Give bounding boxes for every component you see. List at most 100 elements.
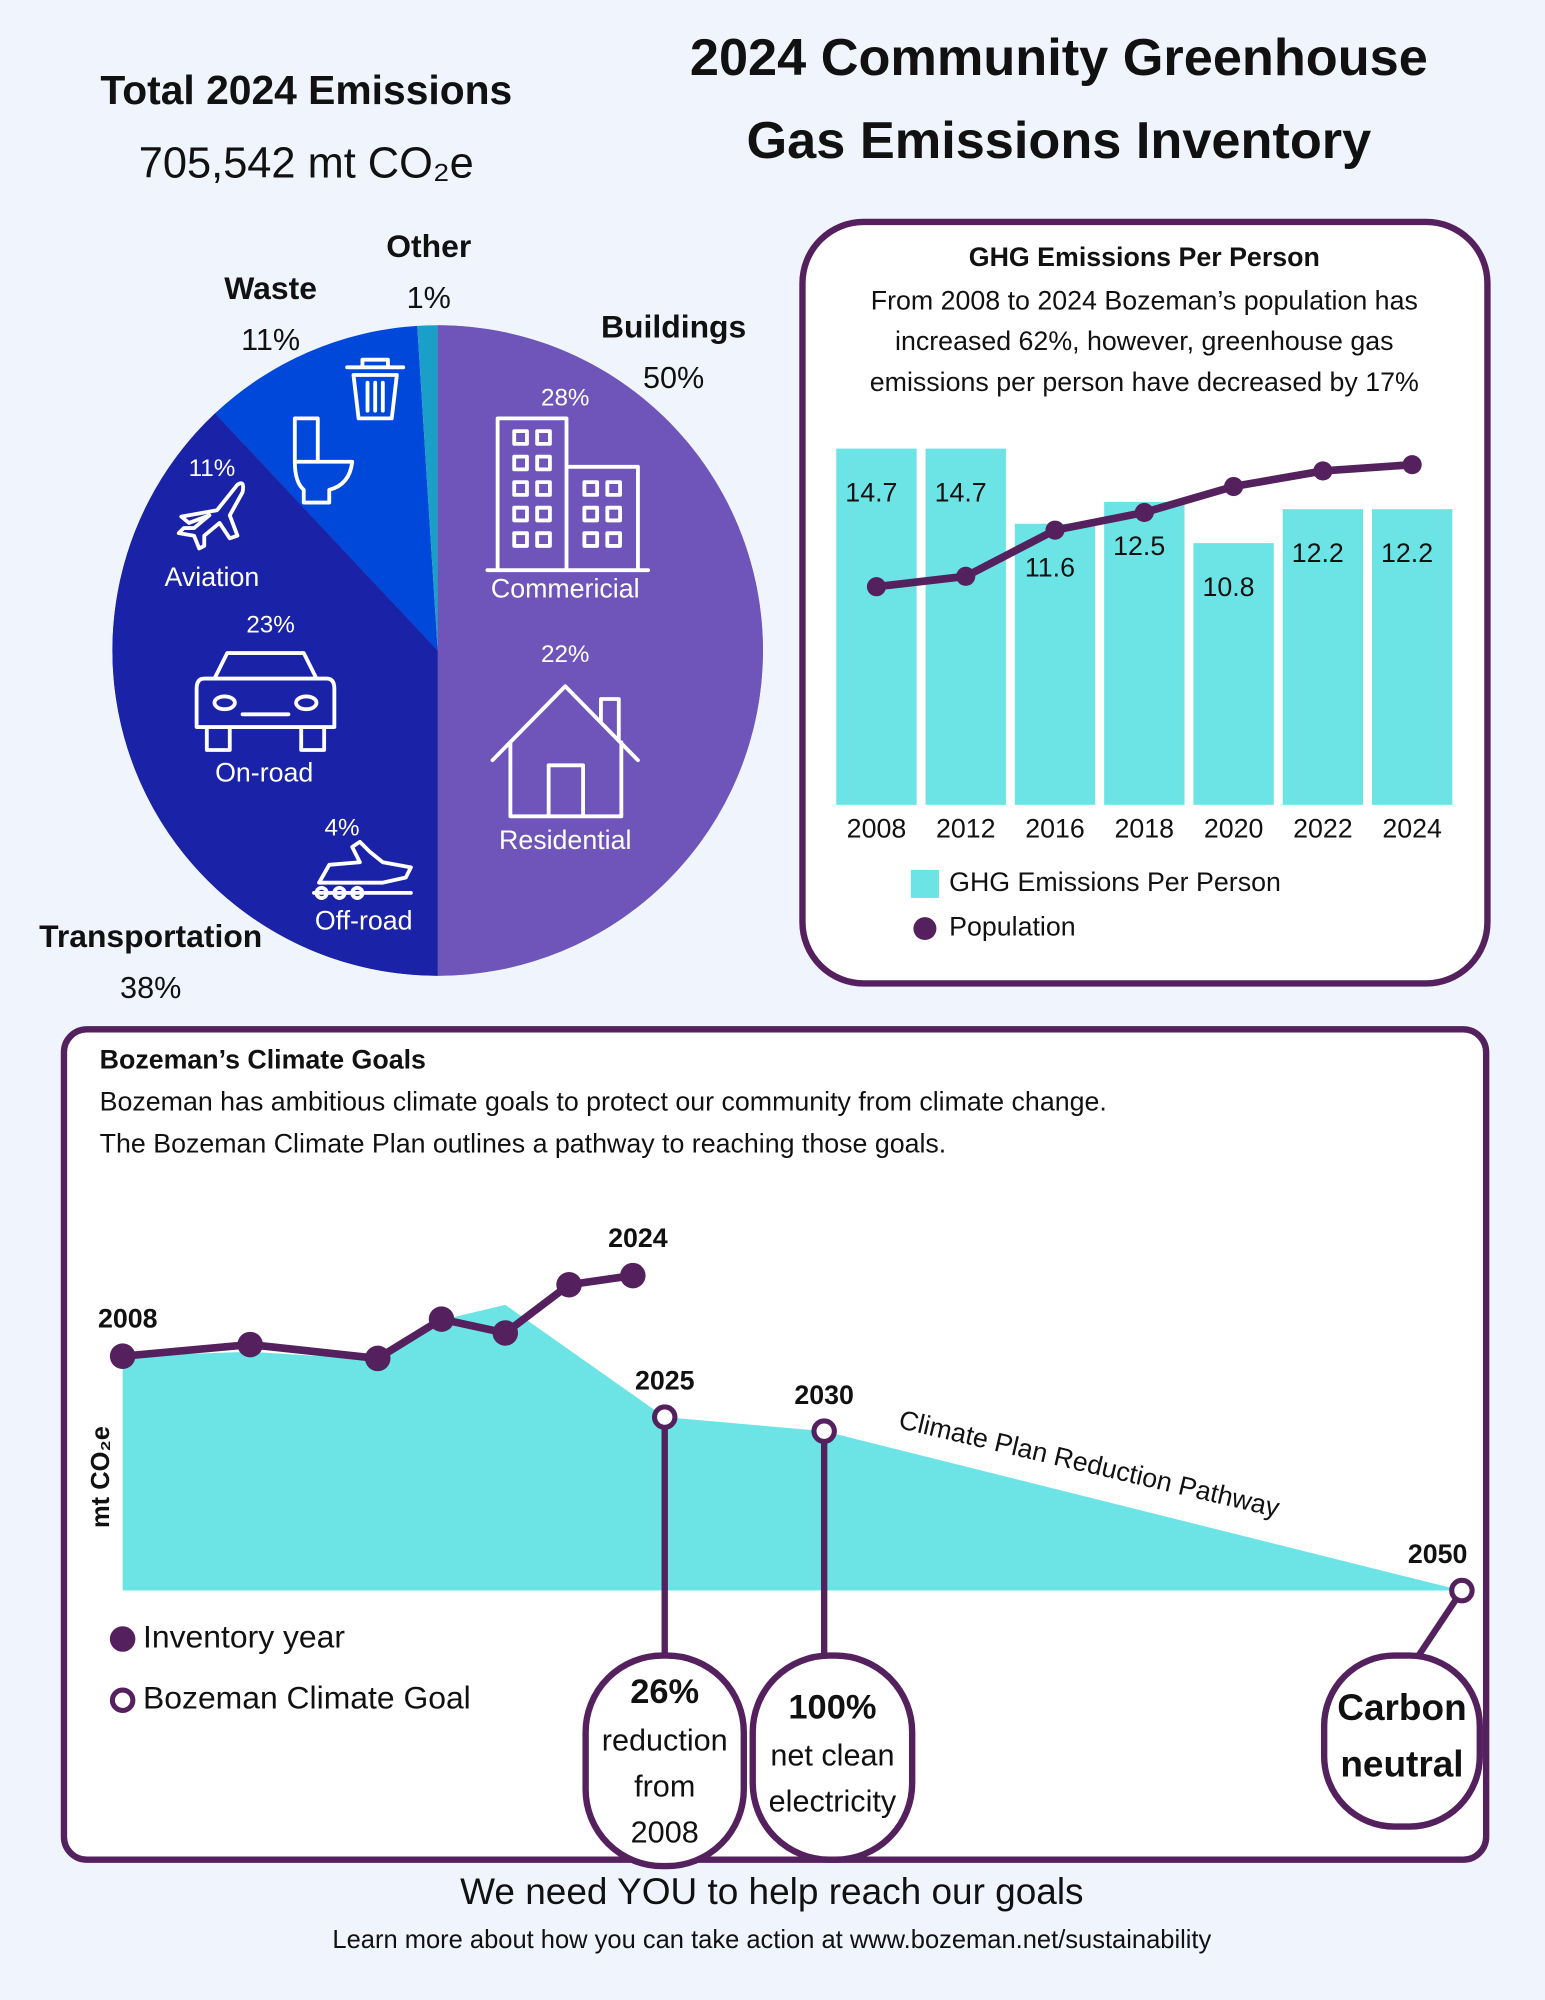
chart-subtitle: increased 62%, however, greenhouse gas <box>895 326 1393 356</box>
bar <box>836 448 917 805</box>
inventory-point <box>620 1262 646 1289</box>
population-point <box>1134 502 1154 523</box>
y-axis-label: mt CO₂e <box>87 1426 115 1528</box>
title: 2024 Community Greenhouse <box>690 29 1428 87</box>
pie-value-label: 50% <box>643 361 704 395</box>
bar-value-label: 12.5 <box>1113 531 1165 561</box>
pie-sub-label: Aviation <box>165 562 260 592</box>
bar <box>1014 523 1096 805</box>
inventory-point <box>109 1343 136 1369</box>
icon-toilet <box>292 416 355 505</box>
callout-bubble <box>1320 1652 1483 1830</box>
pie-label: Buildings <box>601 309 746 345</box>
population-point <box>1313 461 1333 481</box>
population-point <box>1402 455 1422 475</box>
inventory-point <box>556 1272 582 1298</box>
pie-subslice <box>114 413 438 651</box>
pie-value-label: 1% <box>407 281 451 315</box>
goal-point <box>651 1404 678 1430</box>
population-point <box>956 566 976 586</box>
year-label: 2050 <box>1408 1539 1468 1569</box>
chart-subtitle: emissions per person have decreased by 1… <box>870 367 1419 397</box>
goals-title: Bozeman’s Climate Goals <box>100 1044 426 1074</box>
callout-text: net clean <box>770 1739 894 1773</box>
year-label: 2024 <box>608 1223 668 1253</box>
title: Gas Emissions Inventory <box>747 112 1372 170</box>
icon-commercial <box>485 416 651 573</box>
callout-text: 100% <box>788 1688 876 1726</box>
callout-connector <box>1415 1588 1465 1658</box>
bar <box>1371 509 1453 805</box>
bar-value-label: 12.2 <box>1381 538 1433 568</box>
pie-subslice <box>112 609 438 966</box>
footer-headline: We need YOU to help reach our goals <box>460 1871 1083 1912</box>
x-tick-label: 2012 <box>936 813 996 843</box>
population-point <box>1224 476 1244 497</box>
pathway-area <box>122 1304 1462 1591</box>
x-tick-label: 2008 <box>847 813 907 843</box>
bar <box>1104 501 1185 805</box>
pie-sub-label: Residential <box>499 825 631 855</box>
total-value: 705,542 mt CO₂e <box>139 139 474 187</box>
callout-bubble <box>749 1652 916 1863</box>
callout-text: from <box>634 1769 695 1803</box>
pie-sub-value-label: 28% <box>541 385 589 412</box>
pie-label: Other <box>386 228 471 264</box>
callout-text: neutral <box>1340 1743 1463 1784</box>
callout-text: Carbon <box>1337 1687 1466 1728</box>
bar-value-label: 14.7 <box>935 478 987 508</box>
inventory-point <box>237 1331 263 1358</box>
pie-value-label: 38% <box>120 971 181 1005</box>
bar-value-label: 10.8 <box>1202 572 1254 602</box>
legend-label: Inventory year <box>143 1618 345 1654</box>
pie-subslice <box>437 325 763 712</box>
x-tick-label: 2022 <box>1293 813 1353 843</box>
callout-bubble <box>582 1652 747 1870</box>
callout-text: electricity <box>769 1785 897 1819</box>
population-point <box>1045 520 1065 540</box>
pie-slice <box>417 325 438 651</box>
legend-swatch <box>910 869 939 898</box>
pie-sub-label: Commericial <box>491 574 640 604</box>
pie-sub-value-label: 11% <box>189 455 236 482</box>
bar <box>1193 543 1274 805</box>
pie-subslice <box>437 650 758 976</box>
pie-sub-value-label: 4% <box>325 814 360 841</box>
year-label: 2025 <box>635 1366 695 1396</box>
x-tick-label: 2024 <box>1382 813 1442 843</box>
pie-label: Transportation <box>39 918 262 954</box>
callout-text: 26% <box>630 1673 699 1711</box>
pie-sub-label: On-road <box>215 757 313 787</box>
chart-title: GHG Emissions Per Person <box>969 242 1320 272</box>
icon-car <box>194 651 337 752</box>
pie-sub-value-label: 22% <box>541 641 589 668</box>
icon-plane <box>176 481 246 551</box>
chart-subtitle: From 2008 to 2024 Bozeman’s population h… <box>871 285 1418 315</box>
bar-value-label: 14.7 <box>845 478 897 508</box>
inventory-point <box>364 1345 391 1372</box>
bar <box>925 448 1006 805</box>
footer-note: Learn more about how you can take action… <box>332 1926 1211 1954</box>
inventory-point <box>428 1306 455 1332</box>
goals-text: Bozeman has ambitious climate goals to p… <box>100 1086 1107 1116</box>
callout-text: reduction <box>602 1723 728 1757</box>
callout-text: 2008 <box>631 1815 699 1849</box>
bar-value-label: 11.6 <box>1025 553 1075 583</box>
pie-value-label: 11% <box>241 323 300 357</box>
pie-label: Waste <box>224 270 317 306</box>
legend-swatch <box>109 1626 136 1652</box>
legend-label: Population <box>949 912 1076 942</box>
legend-label: Bozeman Climate Goal <box>143 1680 471 1716</box>
icon-trash <box>345 357 406 421</box>
goals-text: The Bozeman Climate Plan outlines a path… <box>100 1128 947 1158</box>
x-tick-label: 2020 <box>1204 813 1264 843</box>
legend-swatch <box>913 917 937 941</box>
x-tick-label: 2018 <box>1115 813 1175 843</box>
inventory-point <box>492 1320 519 1346</box>
goal-point <box>1449 1577 1475 1604</box>
goal-point <box>811 1418 837 1444</box>
pie-sub-label: Off-road <box>315 905 413 935</box>
year-label: 2008 <box>98 1304 158 1334</box>
pie-sub-value-label: 23% <box>246 612 294 639</box>
